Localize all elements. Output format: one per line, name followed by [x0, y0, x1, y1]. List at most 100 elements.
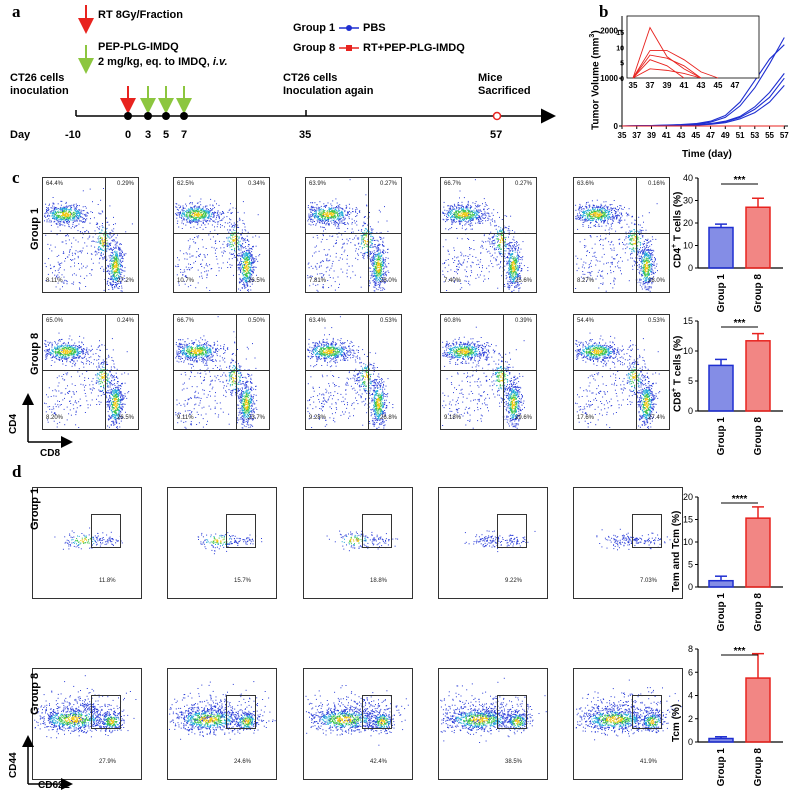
flow-gate	[632, 695, 662, 729]
day-tick-57: 57	[490, 129, 503, 141]
group8-legend-marker	[346, 45, 352, 51]
tumor-ytick: 1000	[600, 74, 618, 83]
panel-a-letter: a	[12, 2, 21, 21]
flow-gate	[497, 514, 527, 548]
inoculation-1-label: CT26 cells inoculation	[10, 72, 69, 97]
flow-quadrant-pct-ur: 0.50%	[248, 318, 266, 324]
group1-legend-marker	[346, 25, 352, 31]
flow-quadrant-pct-ul: 65.0%	[46, 318, 64, 324]
tumor-xlabel: Time (day)	[682, 149, 732, 160]
flow-plot-cd4-cd8: 54.4% 0.53% 17.6% 27.4%	[573, 314, 670, 430]
day-tick-0: 0	[125, 129, 132, 141]
dose-label: 2 mg/kg, eq. to IMDQ, i.v.	[98, 56, 228, 68]
flow-quadrant-pct-ur: 0.27%	[515, 181, 533, 187]
flow-d-yaxis-label: CD44	[8, 752, 19, 778]
tumor-xtick: 47	[706, 131, 715, 140]
flow-plot-cd44-cd62l: 38.5%	[438, 668, 548, 780]
flow-quadrant-pct-ul: 63.4%	[309, 318, 327, 324]
bar-group1	[708, 364, 734, 412]
bar-ytick: 20	[683, 218, 693, 228]
flow-quadrant-pct-lr: 23.7%	[248, 415, 266, 421]
flow-gate-pct: 38.5%	[505, 759, 523, 765]
flow-plot-cd44-cd62l: 42.4%	[303, 668, 413, 780]
bar-ytick: 20	[683, 492, 693, 502]
inset-xtick: 47	[731, 81, 740, 90]
flow-gate-pct: 15.7%	[234, 578, 252, 584]
flow-c-yaxis-label: CD4	[8, 413, 19, 434]
flow-gate	[632, 514, 662, 548]
flow-gate-pct: 9.22%	[505, 578, 523, 584]
inoculation-2-label: CT26 cells Inoculation again	[283, 72, 374, 97]
bar-d2-ylabel: Tcm (%)	[671, 703, 682, 742]
bar-group1	[708, 226, 734, 269]
day5-dot	[162, 112, 170, 120]
flow-quadrant-pct-ll: 9.28%	[309, 415, 327, 421]
flow-gate	[91, 695, 121, 729]
tumor-xtick: 53	[750, 131, 759, 140]
inset-series-line	[632, 68, 702, 79]
flow-gate	[226, 695, 256, 729]
day-tick-35: 35	[299, 129, 312, 141]
flow-plot-cd44-cd62l: 41.9%	[573, 668, 683, 780]
tumor-ylabel: Tumor Volume (mm3)	[589, 30, 602, 130]
bar-ytick: 5	[688, 560, 693, 570]
inset-xtick: 41	[680, 81, 689, 90]
flow-quadrant-pct-ul: 63.6%	[577, 181, 595, 187]
inset-series-line	[632, 54, 702, 79]
bar-category-label: Group 1	[716, 274, 727, 313]
inset-ytick: 0	[620, 76, 624, 83]
flow-quadrant-pct-ll: 9.18%	[444, 415, 462, 421]
bar-ytick: 15	[683, 316, 693, 326]
flow-c-xaxis-label: CD8	[40, 448, 61, 459]
bar-ytick: 40	[683, 173, 693, 183]
inset-series-line	[632, 50, 719, 79]
tumor-ytick: 0	[614, 122, 619, 131]
flow-gate-pct: 41.9%	[640, 759, 658, 765]
bar-ytick: 10	[683, 537, 693, 547]
flow-d-row2-label: Group 8	[29, 672, 41, 715]
flow-quadrant-pct-lr: 29.6%	[515, 415, 533, 421]
flow-quadrant-pct-lr: 26.8%	[380, 415, 398, 421]
legend-group8-treat: RT+PEP-PLG-IMDQ	[363, 42, 465, 54]
significance-label: ***	[734, 318, 746, 329]
inset-ytick: 15	[616, 30, 624, 37]
flow-gate-pct: 24.6%	[234, 759, 252, 765]
day0-dot	[124, 112, 132, 120]
tumor-xtick: 41	[662, 131, 671, 140]
flow-gate	[91, 514, 121, 548]
flow-quadrant-pct-ll: 8.20%	[46, 415, 64, 421]
inset-xtick: 35	[629, 81, 638, 90]
flow-quadrant-pct-ul: 54.4%	[577, 318, 595, 324]
inset-xtick: 39	[663, 81, 672, 90]
flow-plot-cd4-cd8: 65.0% 0.24% 8.20% 26.5%	[42, 314, 139, 430]
bar-ytick: 10	[683, 346, 693, 356]
tumor-xtick: 57	[780, 131, 789, 140]
flow-gate-pct: 18.8%	[370, 578, 388, 584]
inset-xtick: 43	[697, 81, 706, 90]
significance-label: ***	[734, 175, 746, 186]
flow-plot-cd44-cd62l: 18.8%	[303, 487, 413, 599]
inset-series-line	[632, 26, 702, 79]
flow-plot-cd4-cd8: 66.7% 0.27% 7.40% 25.6%	[440, 177, 537, 293]
flow-c-row2-label: Group 8	[29, 332, 41, 375]
flow-quadrant-pct-lr: 26.5%	[248, 278, 266, 284]
flow-d-xaxis-label: CD62L	[38, 780, 70, 791]
rt-label: RT 8Gy/Fraction	[98, 9, 183, 21]
day57-dot	[492, 111, 502, 121]
inset-xtick: 37	[646, 81, 655, 90]
bar-ytick: 10	[683, 241, 693, 251]
sacrifice-label: Mice Sacrificed	[478, 72, 531, 97]
flow-quadrant-pct-ur: 0.39%	[515, 318, 533, 324]
flow-gate-pct: 42.4%	[370, 759, 388, 765]
flow-plot-cd44-cd62l: 11.8%	[32, 487, 142, 599]
flow-gate-pct: 7.03%	[640, 578, 658, 584]
inset-ytick: 5	[620, 61, 624, 68]
bar-ytick: 2	[688, 714, 693, 724]
drug-label: PEP-PLG-IMDQ	[98, 41, 179, 53]
flow-gate	[362, 695, 392, 729]
bar-ytick: 15	[683, 515, 693, 525]
bar-c1-ylabel: CD4+ T cells (%)	[671, 191, 684, 268]
flow-plot-cd44-cd62l: 7.03%	[573, 487, 683, 599]
bar-category-label: Group 8	[753, 417, 764, 456]
tumor-inset-frame	[626, 15, 760, 79]
